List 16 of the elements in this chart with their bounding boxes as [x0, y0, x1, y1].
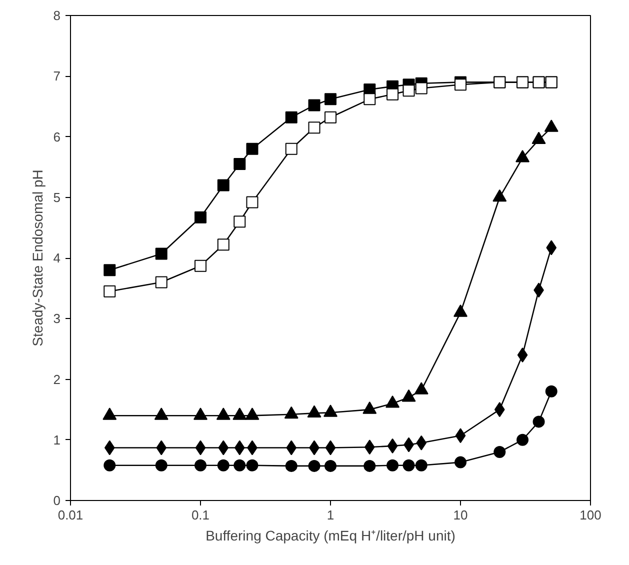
y-tick-label: 4: [53, 250, 61, 266]
x-tick-label: 0.01: [58, 508, 84, 522]
x-tick-label: 100: [580, 508, 602, 522]
y-tick-label: 7: [53, 68, 61, 84]
y-tick-label: 1: [53, 432, 61, 448]
y-tick-label: 3: [53, 311, 61, 326]
x-tick-label: 10: [453, 508, 468, 522]
y-tick-label: 8: [53, 8, 61, 23]
x-tick-label: 1: [326, 508, 334, 522]
y-tick-label: 2: [53, 372, 61, 387]
x-tick-label: 0.1: [191, 508, 210, 522]
y-axis-title: Steady-State Endosomal pH: [29, 170, 46, 346]
x-axis-title: Buffering Capacity (mEq H⁺/liter/pH unit): [206, 528, 456, 544]
y-tick-label: 6: [53, 129, 61, 144]
y-tick-label: 0: [53, 493, 61, 508]
y-tick-label: 5: [53, 190, 61, 205]
